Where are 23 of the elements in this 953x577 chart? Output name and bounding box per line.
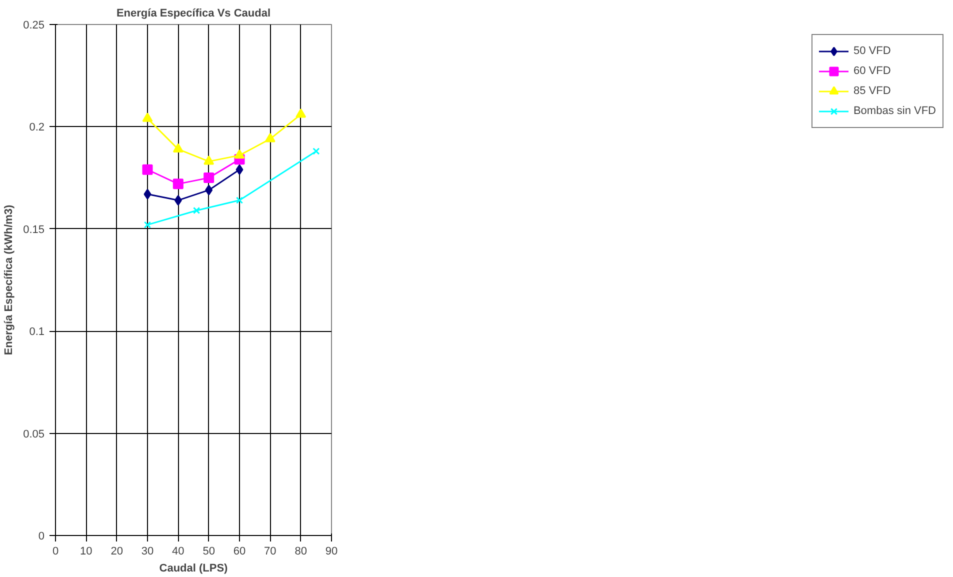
x-tick-label: 0: [52, 546, 59, 558]
chart-title: Energía Específica Vs Caudal: [116, 8, 271, 20]
x-tick-label: 90: [325, 546, 338, 558]
legend-label: Bombas sin VFD: [853, 105, 936, 117]
x-tick-label: 20: [110, 546, 123, 558]
y-tick-label: 0.1: [29, 326, 45, 338]
x-tick-label: 60: [233, 546, 246, 558]
x-tick-label: 30: [141, 546, 154, 558]
y-tick-label: 0.2: [29, 122, 45, 134]
x-axis-title: Caudal (LPS): [159, 562, 228, 574]
y-tick-label: 0.25: [23, 20, 45, 32]
x-tick-label: 10: [80, 546, 92, 558]
x-tick-label: 70: [264, 546, 276, 558]
y-tick-label: 0.15: [23, 224, 45, 236]
x-tick-label: 80: [294, 546, 307, 558]
x-tick-label: 50: [202, 546, 215, 558]
y-axis-title: Energía Específica (kWh/m3): [3, 204, 16, 356]
legend-label: 85 VFD: [853, 85, 891, 97]
legend-label: 60 VFD: [853, 65, 891, 77]
y-tick-label: 0.05: [23, 428, 45, 440]
y-tick-label: 0: [38, 530, 45, 542]
legend-label: 50 VFD: [853, 45, 891, 57]
x-tick-label: 40: [172, 546, 184, 558]
